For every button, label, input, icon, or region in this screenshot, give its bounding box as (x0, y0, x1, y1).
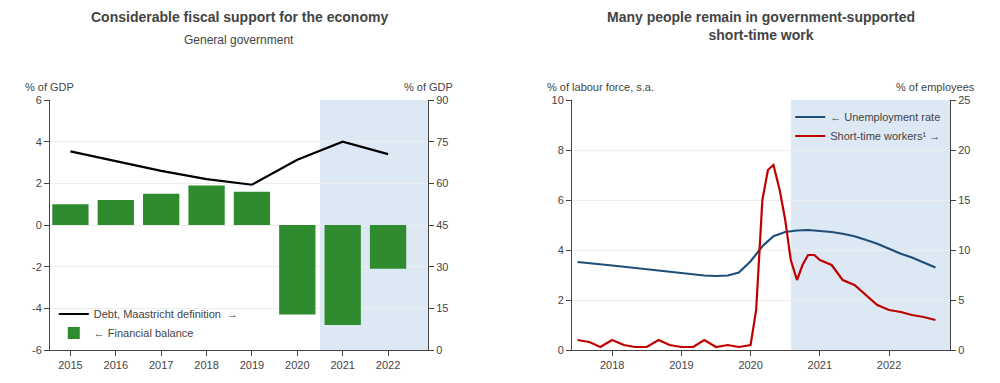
svg-text:60: 60 (436, 177, 448, 189)
svg-text:0: 0 (558, 344, 564, 356)
svg-text:8: 8 (558, 144, 564, 156)
svg-text:0: 0 (436, 344, 442, 356)
svg-text:2019: 2019 (240, 359, 264, 371)
svg-text:% of labour force, s.a.: % of labour force, s.a. (547, 81, 654, 93)
svg-text:Considerable fiscal support fo: Considerable fiscal support for the econ… (91, 9, 388, 25)
svg-text:2022: 2022 (877, 359, 901, 371)
svg-text:0: 0 (958, 344, 964, 356)
svg-text:Short-time workers¹ →: Short-time workers¹ → (830, 130, 940, 142)
svg-text:0: 0 (36, 219, 42, 231)
svg-text:2019: 2019 (669, 359, 693, 371)
svg-text:Many people remain in governme: Many people remain in government-support… (607, 9, 915, 43)
svg-text:2: 2 (558, 294, 564, 306)
svg-text:← Unemployment rate: ← Unemployment rate (830, 111, 940, 123)
svg-text:2020: 2020 (738, 359, 762, 371)
svg-text:4: 4 (558, 244, 564, 256)
svg-text:2021: 2021 (330, 359, 354, 371)
svg-text:90: 90 (436, 94, 448, 106)
svg-text:General government: General government (184, 33, 294, 47)
svg-text:4: 4 (36, 136, 42, 148)
svg-text:← Financial balance: ← Financial balance (94, 327, 194, 339)
svg-text:-4: -4 (32, 302, 42, 314)
svg-text:2020: 2020 (285, 359, 309, 371)
svg-text:-2: -2 (32, 261, 42, 273)
svg-text:75: 75 (436, 136, 448, 148)
svg-text:2016: 2016 (104, 359, 128, 371)
svg-text:20: 20 (958, 144, 970, 156)
svg-text:% of GDP: % of GDP (25, 81, 74, 93)
svg-text:Debt, Maastricht definition →: Debt, Maastricht definition → (94, 308, 238, 320)
svg-text:25: 25 (958, 94, 970, 106)
svg-text:45: 45 (436, 219, 448, 231)
svg-text:5: 5 (958, 294, 964, 306)
svg-text:30: 30 (436, 261, 448, 273)
svg-text:-6: -6 (32, 344, 42, 356)
svg-text:10: 10 (552, 94, 564, 106)
svg-text:2021: 2021 (808, 359, 832, 371)
svg-text:15: 15 (436, 302, 448, 314)
svg-text:% of GDP: % of GDP (404, 81, 453, 93)
svg-text:2: 2 (36, 177, 42, 189)
svg-text:15: 15 (958, 194, 970, 206)
svg-text:2018: 2018 (194, 359, 218, 371)
svg-text:2015: 2015 (58, 359, 82, 371)
svg-text:2017: 2017 (149, 359, 173, 371)
svg-text:10: 10 (958, 244, 970, 256)
svg-text:2018: 2018 (600, 359, 624, 371)
svg-text:6: 6 (36, 94, 42, 106)
svg-text:6: 6 (558, 194, 564, 206)
svg-text:% of employees: % of employees (896, 81, 975, 93)
svg-text:2022: 2022 (376, 359, 400, 371)
